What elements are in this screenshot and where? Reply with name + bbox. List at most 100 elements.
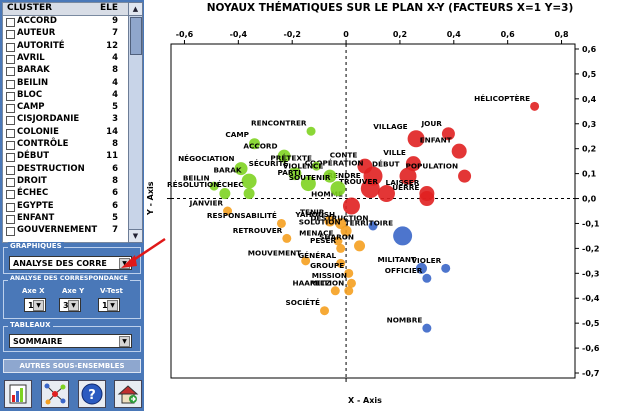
list-item[interactable]: CISJORDANIE 3 xyxy=(3,114,128,126)
point-label: PARTI xyxy=(278,168,302,177)
point-label: ÉCHEC xyxy=(217,180,244,189)
cluster-name: AVRIL xyxy=(17,52,45,63)
point-label: BEILIN xyxy=(183,174,210,183)
scroll-down-icon[interactable]: ▼ xyxy=(129,229,142,242)
point-label: HOMME xyxy=(311,190,343,199)
checkbox[interactable] xyxy=(6,165,15,175)
checkbox[interactable] xyxy=(6,18,15,27)
list-item[interactable]: DESTRUCTION 6 xyxy=(3,164,128,176)
cluster-count: 14 xyxy=(106,126,118,137)
data-point xyxy=(219,188,231,200)
data-point xyxy=(407,130,425,148)
chart-button[interactable] xyxy=(4,380,32,408)
list-item[interactable]: BLOC 4 xyxy=(3,90,128,102)
point-label: MENACE xyxy=(299,228,333,237)
home-button[interactable] xyxy=(114,380,142,408)
data-point xyxy=(333,236,343,246)
y-tick-label: -0,1 xyxy=(582,219,600,228)
checkbox[interactable] xyxy=(6,153,15,163)
list-item[interactable]: BARAK 8 xyxy=(3,65,128,77)
point-label: NOMBRE xyxy=(387,316,423,325)
list-item[interactable]: DROIT 8 xyxy=(3,176,128,188)
list-item[interactable]: ACCORD 9 xyxy=(3,16,128,28)
autres-sous-ensembles-button[interactable]: AUTRES SOUS-ENSEMBLES xyxy=(3,359,141,373)
list-item[interactable]: BEILIN 4 xyxy=(3,78,128,90)
checkbox[interactable] xyxy=(6,202,15,212)
checkbox[interactable] xyxy=(6,104,15,114)
cluster-count: 8 xyxy=(112,139,118,149)
point-label: POPULATION xyxy=(406,162,459,171)
cluster-name: EGYPTE xyxy=(17,200,54,211)
point-label: VILLAGE xyxy=(373,122,407,131)
checkbox[interactable] xyxy=(6,91,15,101)
point-label: TERRITOIRE xyxy=(345,218,393,227)
checkbox[interactable] xyxy=(6,214,15,224)
point-label: TENIR xyxy=(300,207,325,216)
list-item[interactable]: AUTEUR 7 xyxy=(3,28,128,40)
list-item[interactable]: COLONIE 14 xyxy=(3,127,128,139)
chevron-down-icon[interactable]: ▼ xyxy=(119,336,130,347)
data-point xyxy=(377,185,395,203)
tableaux-selected: SOMMAIRE xyxy=(13,337,63,346)
data-point xyxy=(282,233,292,243)
cluster-count: 5 xyxy=(112,102,118,113)
cluster-name: ENFANT xyxy=(17,212,55,223)
list-item[interactable]: ÉCHEC 6 xyxy=(3,188,128,200)
list-item[interactable]: AUTORITÉ 12 xyxy=(3,41,128,53)
checkbox[interactable] xyxy=(6,177,15,187)
cluster-list[interactable]: ACCORD 9 AUTEUR 7 AUTORITÉ 12 AVRIL 4 BARAK 8 BEIL… xyxy=(2,15,129,243)
list-item[interactable]: EGYPTE 6 xyxy=(3,201,128,213)
network-button[interactable] xyxy=(41,380,69,408)
list-item[interactable]: CONTRÔLE 8 xyxy=(3,139,128,151)
cluster-list-header[interactable]: CLUSTER ELE xyxy=(2,2,129,16)
cluster-count: 12 xyxy=(106,40,118,51)
tableaux-label: TABLEAUX xyxy=(8,321,53,329)
scroll-up-icon[interactable]: ▲ xyxy=(129,3,142,16)
y-tick-label: 0,1 xyxy=(582,170,597,179)
chevron-down-icon[interactable]: ▼ xyxy=(68,300,79,311)
data-point xyxy=(393,226,413,246)
data-point xyxy=(223,206,233,216)
checkbox[interactable] xyxy=(6,79,15,89)
help-button[interactable]: ? xyxy=(78,380,106,408)
list-item[interactable]: CAMP 5 xyxy=(3,102,128,114)
list-item[interactable]: AVRIL 4 xyxy=(3,53,128,65)
axe-x-select[interactable]: 1 ▼ xyxy=(24,298,46,312)
data-point xyxy=(368,221,378,231)
scroll-thumb[interactable] xyxy=(130,17,142,55)
checkbox[interactable] xyxy=(6,141,15,150)
data-point xyxy=(451,143,467,159)
data-point xyxy=(422,273,432,283)
checkbox[interactable] xyxy=(6,227,15,237)
tableaux-select[interactable]: SOMMAIRE ▼ xyxy=(9,334,132,348)
checkbox[interactable] xyxy=(6,30,15,40)
y-axis-label: Y - Axis xyxy=(146,181,155,215)
checkbox[interactable] xyxy=(6,42,15,52)
vtest-label: V-Test xyxy=(100,287,123,295)
cluster-name: BARAK xyxy=(17,65,50,76)
list-item[interactable]: DÉBUT 11 xyxy=(3,151,128,163)
chevron-down-icon[interactable]: ▼ xyxy=(33,300,44,311)
data-point xyxy=(243,188,255,200)
checkbox[interactable] xyxy=(6,128,15,138)
cluster-name: ACCORD xyxy=(17,16,57,26)
graphiques-select[interactable]: ANALYSE DES CORRE ▼ xyxy=(9,256,132,270)
vtest-select[interactable]: 1 ▼ xyxy=(98,298,120,312)
checkbox[interactable] xyxy=(6,190,15,200)
checkbox[interactable] xyxy=(6,54,15,64)
vtest-value: 1 xyxy=(102,301,108,310)
y-tick-label: 0,5 xyxy=(582,70,597,79)
list-item[interactable]: GOUVERNEMENT 7 xyxy=(3,225,128,237)
point-label: RETROUVER xyxy=(233,226,283,235)
list-item[interactable]: ENFANT 5 xyxy=(3,213,128,225)
point-label: MILLION xyxy=(310,278,344,287)
x-tick-label: -0,6 xyxy=(176,30,194,39)
chevron-down-icon[interactable]: ▼ xyxy=(107,300,118,311)
axe-y-select[interactable]: 3 ▼ xyxy=(59,298,81,312)
checkbox[interactable] xyxy=(6,67,15,77)
cluster-count: 4 xyxy=(112,89,118,100)
data-point xyxy=(234,162,248,176)
cluster-list-scrollbar[interactable]: ▲ ▼ xyxy=(128,2,143,243)
point-label: CAMP xyxy=(225,130,249,139)
checkbox[interactable] xyxy=(6,116,15,126)
